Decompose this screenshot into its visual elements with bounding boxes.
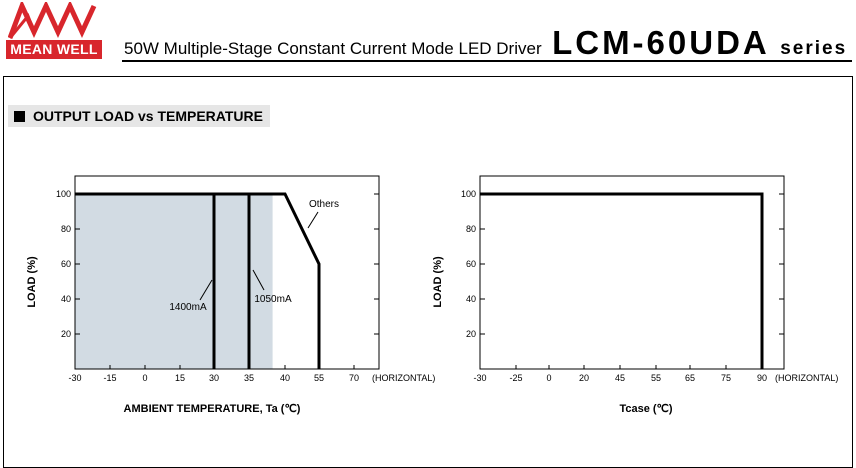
- mean-well-logo: MEAN WELL: [4, 2, 104, 60]
- y-tick-label: 100: [56, 189, 71, 199]
- annotation-arrow-others: [307, 211, 319, 229]
- x-tick-label: 0: [546, 373, 551, 383]
- bullet-square-icon: [14, 111, 25, 122]
- y-tick-label: 60: [466, 259, 476, 269]
- mw-logo-mark: [8, 2, 97, 39]
- x-tick-label: 90: [757, 373, 767, 383]
- operating-area: [75, 194, 273, 369]
- logo-text: MEAN WELL: [6, 40, 102, 59]
- x-axis-label: AMBIENT TEMPERATURE, Ta (℃): [124, 403, 301, 415]
- series-label: series: [780, 38, 848, 59]
- y-tick-label: 40: [466, 294, 476, 304]
- x-tick-label: 0: [142, 373, 147, 383]
- y-tick-label: 100: [461, 189, 476, 199]
- product-subtitle: 50W Multiple-Stage Constant Current Mode…: [124, 39, 542, 58]
- annotation-arrow-1400ma: [199, 279, 213, 301]
- annotation-1050ma: 1050mA: [254, 294, 292, 305]
- y-tick-label: 20: [466, 329, 476, 339]
- y-tick-label: 80: [466, 224, 476, 234]
- y-tick-label: 40: [61, 294, 71, 304]
- section-title-text: OUTPUT LOAD vs TEMPERATURE: [33, 108, 263, 124]
- x-tick-label: 55: [651, 373, 661, 383]
- x-tick-label: 35: [244, 373, 254, 383]
- y-tick-label: 20: [61, 329, 71, 339]
- chart-tcase: 100 80 60 40 20 -30 -25 0 20 45 55 65 75 90 (HORIZONTA…: [432, 175, 838, 415]
- x-tick-label: 70: [349, 373, 359, 383]
- x-tick-label: 40: [280, 373, 290, 383]
- y-tick-label: 60: [61, 259, 71, 269]
- x-tick-label: 15: [175, 373, 185, 383]
- chart-ambient-temperature: 100 80 60 40 20 -30 -15 0 15 30 35 40 55 70 (HORIZONTA…: [26, 175, 435, 415]
- x-tick-label: 45: [615, 373, 625, 383]
- annotation-1400ma: 1400mA: [169, 302, 207, 313]
- model-name: LCM-60UDA: [552, 24, 770, 61]
- plot-frame: [479, 175, 785, 370]
- x-axis-label: Tcase (℃): [619, 403, 672, 415]
- plot-frame: [74, 175, 380, 370]
- x-tick-label: -25: [509, 373, 522, 383]
- x-tick-label: 20: [579, 373, 589, 383]
- axis-note: (HORIZONTAL): [775, 373, 838, 383]
- y-tick-label: 80: [61, 224, 71, 234]
- series-line-derating: [480, 192, 764, 369]
- y-axis-label: LOAD (%): [432, 256, 444, 308]
- annotation-arrow-1050ma: [252, 269, 265, 291]
- header-rule: [122, 60, 852, 62]
- annotation-others: Others: [309, 199, 339, 210]
- y-axis-label: LOAD (%): [26, 256, 38, 308]
- section-title: OUTPUT LOAD vs TEMPERATURE: [8, 105, 270, 127]
- x-tick-label: 55: [314, 373, 324, 383]
- x-tick-label: 65: [685, 373, 695, 383]
- x-tick-label: -15: [103, 373, 116, 383]
- x-tick-label: -30: [68, 373, 81, 383]
- derating-charts: 100 80 60 40 20 -30 -15 0 15 30 35 40 55 70 (HORIZONTA…: [26, 175, 838, 415]
- axis-note: (HORIZONTAL): [372, 373, 435, 383]
- x-tick-label: 30: [209, 373, 219, 383]
- header-title: 50W Multiple-Stage Constant Current Mode…: [124, 24, 847, 62]
- x-tick-label: -30: [473, 373, 486, 383]
- x-tick-label: 75: [721, 373, 731, 383]
- series-line-others: [75, 192, 321, 369]
